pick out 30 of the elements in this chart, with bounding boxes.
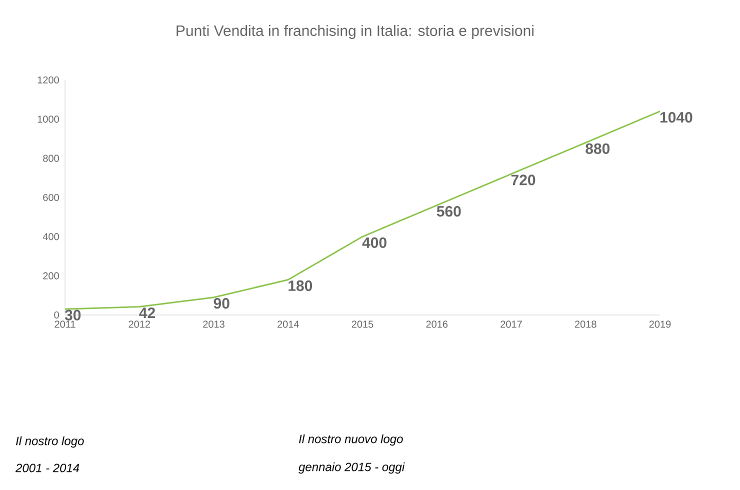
y-tick-label: 800 <box>43 154 59 162</box>
x-tick-label: 2013 <box>203 320 224 328</box>
y-tick-label: 400 <box>42 233 59 240</box>
text: Il nostro logo <box>16 436 84 448</box>
x-tick-label: 2015 <box>352 320 374 328</box>
data-label: 1040 <box>660 112 692 123</box>
y-tick-label: 0 <box>54 311 59 319</box>
x-tick-label: 2017 <box>500 320 522 328</box>
y-tick-label: 600 <box>43 194 59 202</box>
data-label: 720 <box>511 174 536 186</box>
x-tick-label: 2019 <box>649 320 671 328</box>
data-label: 180 <box>288 280 312 292</box>
y-tick-label: 1000 <box>38 116 59 123</box>
x-tick-label: 2014 <box>278 320 299 328</box>
text: 2001 - 2014 <box>15 464 80 472</box>
x-tick-label: 2011 <box>54 320 76 328</box>
x-tick-label: 2016 <box>426 320 448 328</box>
x-tick-label: 2012 <box>128 320 150 328</box>
data-label: 42 <box>139 308 155 318</box>
data-label: 400 <box>362 237 386 248</box>
text: gennaio 2015 - oggi <box>298 462 405 474</box>
data-label: 90 <box>214 298 230 309</box>
x-tick-label: 2018 <box>574 320 596 328</box>
y-tick-label: 1200 <box>38 76 59 84</box>
data-label: 30 <box>64 310 81 320</box>
y-tick-label: 200 <box>43 272 59 280</box>
text: Il nostro nuovo logo <box>299 434 403 446</box>
data-label: 880 <box>586 143 610 154</box>
data-label: 560 <box>436 206 461 217</box>
chart-title: Punti Vendita in franchising in Italia: storia e previsioni <box>176 25 534 39</box>
